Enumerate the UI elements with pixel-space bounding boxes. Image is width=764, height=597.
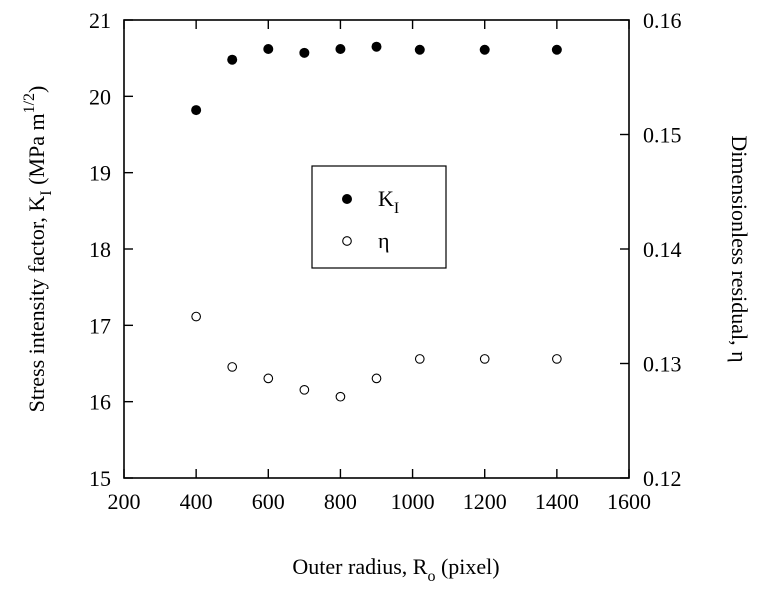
- x-tick-label: 800: [324, 489, 357, 514]
- y-right-tick-label: 0.14: [643, 237, 682, 262]
- x-tick-label: 1600: [607, 489, 651, 514]
- point-k: [414, 44, 425, 55]
- legend-marker-eta: [342, 236, 352, 246]
- y-left-tick-label: 16: [89, 390, 111, 415]
- legend-marker-k: [342, 194, 352, 204]
- y-right-tick-labels: 0.12 0.13 0.14 0.15 0.16: [643, 8, 682, 491]
- point-eta: [479, 354, 490, 364]
- y-right-tick-label: 0.12: [643, 466, 682, 491]
- legend-label-k: KI: [378, 186, 399, 217]
- point-eta: [552, 354, 562, 364]
- legend: KI η: [311, 165, 447, 269]
- legend-label-eta: η: [378, 228, 390, 253]
- y-left-tick-label: 15: [89, 466, 111, 491]
- x-tick-label: 1200: [463, 489, 507, 514]
- y-left-tick-label: 19: [89, 161, 111, 186]
- point-k: [227, 54, 238, 65]
- data-points: [191, 41, 562, 402]
- x-tick-label: 1000: [391, 489, 435, 514]
- point-k: [551, 44, 562, 55]
- point-eta: [414, 354, 425, 364]
- point-k: [479, 44, 490, 55]
- x-tick-labels: 200 400 600 800 1000 1200 1400 1600: [108, 489, 652, 514]
- y-left-tick-label: 17: [89, 313, 111, 338]
- point-eta: [299, 384, 310, 395]
- y-right-axis-label: Dimensionless residual, η: [727, 135, 752, 362]
- legend-box: [311, 165, 447, 269]
- point-eta: [191, 311, 201, 322]
- point-eta: [227, 362, 238, 372]
- point-eta: [335, 391, 346, 402]
- tick-marks: [123, 19, 630, 479]
- y-right-tick-label: 0.13: [643, 352, 682, 377]
- y-right-tick-label: 0.16: [643, 8, 682, 33]
- y-left-tick-label: 21: [89, 8, 111, 33]
- y-left-tick-label: 20: [89, 84, 111, 109]
- point-k: [299, 47, 310, 58]
- x-tick-label: 200: [108, 489, 141, 514]
- x-tick-label: 600: [252, 489, 285, 514]
- point-k: [191, 105, 202, 116]
- y-right-tick-label: 0.15: [643, 123, 682, 148]
- x-tick-label: 400: [180, 489, 213, 514]
- x-tick-label: 1400: [535, 489, 579, 514]
- y-left-tick-labels: 15 16 17 18 19 20 21: [89, 8, 111, 491]
- y-left-tick-label: 18: [89, 237, 111, 262]
- point-k: [371, 41, 382, 52]
- point-k: [263, 44, 274, 55]
- y-left-axis-label: Stress intensity factor, KI (MPa m1/2): [21, 86, 55, 413]
- point-eta: [371, 373, 382, 384]
- x-axis-label: Outer radius, Ro (pixel): [292, 554, 499, 585]
- point-eta: [263, 373, 274, 384]
- point-k: [335, 44, 346, 55]
